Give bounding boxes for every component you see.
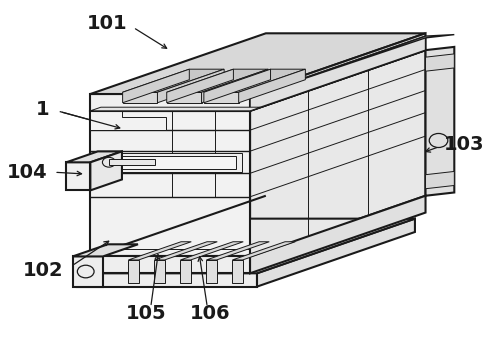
Text: 104: 104 (6, 163, 47, 182)
Polygon shape (180, 242, 243, 260)
Polygon shape (155, 242, 217, 260)
Polygon shape (232, 260, 243, 283)
Polygon shape (166, 92, 202, 103)
Polygon shape (109, 159, 155, 165)
Polygon shape (204, 69, 271, 103)
Polygon shape (99, 153, 242, 171)
Polygon shape (250, 50, 425, 256)
Polygon shape (90, 107, 260, 111)
Polygon shape (166, 69, 233, 103)
Text: 105: 105 (126, 304, 166, 323)
Polygon shape (90, 111, 165, 130)
Text: 102: 102 (23, 261, 63, 280)
Polygon shape (204, 69, 305, 92)
Polygon shape (158, 69, 224, 103)
Text: 103: 103 (444, 135, 485, 154)
Polygon shape (257, 219, 415, 286)
Polygon shape (250, 36, 425, 111)
Polygon shape (250, 34, 454, 97)
Polygon shape (104, 156, 236, 169)
Polygon shape (90, 50, 425, 111)
Polygon shape (78, 256, 250, 273)
Text: 106: 106 (189, 304, 230, 323)
Polygon shape (128, 260, 139, 283)
Polygon shape (425, 47, 454, 196)
Polygon shape (78, 273, 257, 286)
Polygon shape (90, 94, 250, 111)
Polygon shape (90, 111, 250, 256)
Polygon shape (206, 260, 217, 283)
Polygon shape (425, 54, 454, 71)
Polygon shape (66, 162, 90, 190)
Polygon shape (90, 151, 122, 190)
Polygon shape (204, 92, 239, 103)
Polygon shape (123, 69, 224, 92)
Polygon shape (232, 242, 295, 260)
Polygon shape (202, 69, 268, 103)
Polygon shape (78, 219, 415, 273)
Polygon shape (250, 33, 425, 111)
Polygon shape (250, 196, 425, 273)
Polygon shape (425, 171, 454, 189)
Polygon shape (66, 151, 122, 162)
Polygon shape (155, 260, 165, 283)
Polygon shape (73, 244, 138, 256)
Text: 101: 101 (87, 13, 127, 33)
Polygon shape (123, 69, 189, 103)
Polygon shape (166, 69, 268, 92)
Polygon shape (128, 242, 191, 260)
Text: 1: 1 (36, 100, 49, 119)
Polygon shape (73, 256, 103, 286)
Polygon shape (206, 242, 269, 260)
Polygon shape (239, 69, 305, 103)
Polygon shape (180, 260, 191, 283)
Polygon shape (123, 92, 158, 103)
Polygon shape (90, 33, 425, 94)
